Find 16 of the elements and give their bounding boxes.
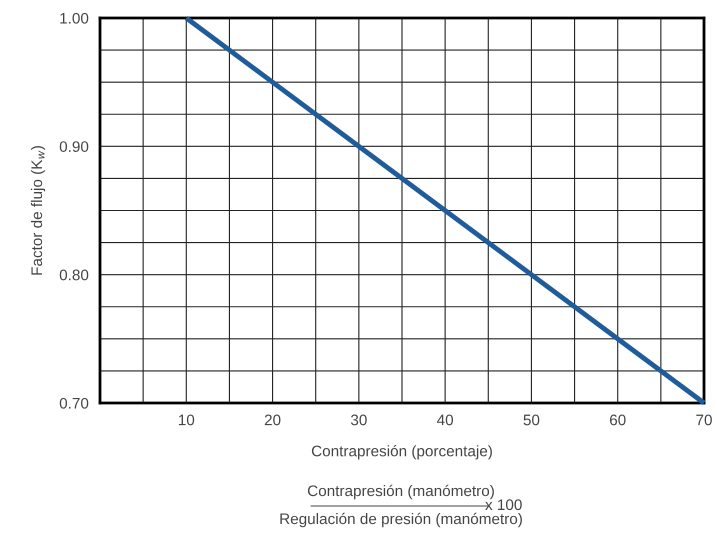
x-tick-label: 20: [264, 414, 280, 426]
y-tick-label: 1.00: [60, 12, 88, 24]
x-axis-title: Contrapresión (porcentaje): [312, 445, 492, 460]
y-tick-label: 0.70: [60, 398, 88, 409]
x-tick-label: 40: [437, 414, 454, 426]
y-tick-label: 0.80: [60, 270, 88, 280]
y-axis-title: Factor de flujo (K$_{w}$): [30, 146, 46, 275]
text: Regulación de presión (manómetro): [280, 512, 522, 528]
x-tick-label: 70: [696, 414, 712, 426]
x-tick-label: 60: [610, 414, 626, 426]
y-tick-label: 0.90: [60, 141, 88, 152]
text: Contrapresión (manómetro): [308, 484, 494, 500]
text: x 100: [485, 499, 522, 510]
x-tick-label: 50: [524, 414, 540, 426]
x-tick-label: 10: [178, 414, 194, 426]
x-tick-label: 30: [350, 414, 367, 426]
